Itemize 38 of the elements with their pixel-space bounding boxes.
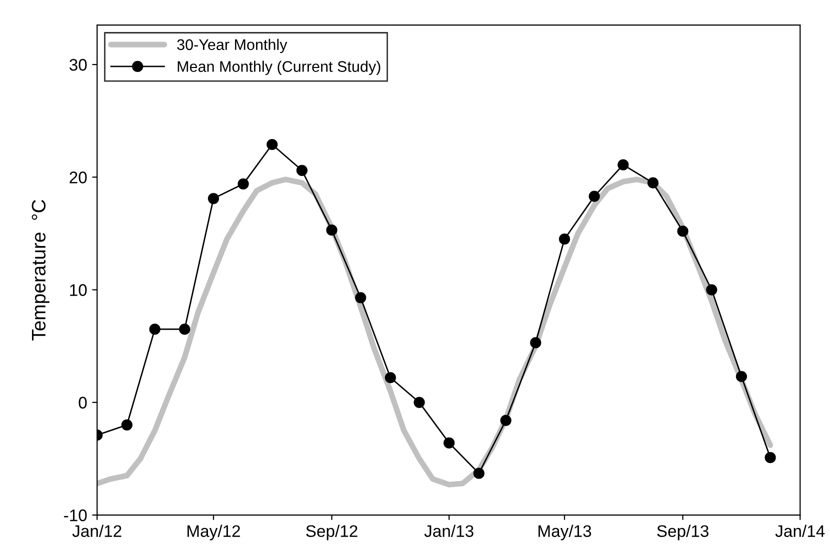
- point: [736, 370, 748, 382]
- point: [121, 419, 132, 430]
- y-axis-title: Temperature °C: [32, 200, 50, 341]
- point: [677, 226, 688, 237]
- point: [384, 372, 396, 384]
- point: [414, 396, 425, 408]
- point: [473, 468, 484, 479]
- y-tick-label: 30: [69, 58, 87, 71]
- point: [208, 193, 220, 204]
- point: [588, 190, 600, 202]
- point: [296, 164, 308, 176]
- point: [764, 452, 776, 464]
- point: [179, 324, 190, 335]
- y-tick-label: 10: [70, 284, 87, 296]
- x-tick-label: Jan/13: [424, 524, 474, 537]
- point: [355, 292, 366, 304]
- point: [238, 178, 249, 190]
- legend-label: 30-Year Monthly: [177, 38, 288, 54]
- point: [444, 437, 455, 449]
- x-tick-label: May/13: [538, 524, 592, 540]
- x-tick-label: Jan/12: [72, 524, 122, 537]
- point: [326, 224, 338, 236]
- point: [618, 159, 629, 170]
- y-tick-label: 20: [70, 172, 87, 184]
- point: [500, 414, 512, 426]
- point: [266, 138, 278, 150]
- point: [530, 337, 542, 348]
- x-tick-label: May/12: [188, 524, 240, 540]
- x-tick-label: Sep/12: [306, 524, 358, 540]
- x-tick-label: Jan/14: [775, 524, 825, 537]
- x-tick-label: Sep/13: [657, 524, 708, 540]
- y-tick-label: 0: [78, 396, 87, 409]
- point: [558, 234, 570, 245]
- point: [647, 177, 659, 188]
- legend-label: Mean Monthly (Current Study): [178, 60, 380, 75]
- y-tick-label: -10: [64, 509, 87, 522]
- point: [149, 324, 160, 335]
- point: [706, 284, 718, 296]
